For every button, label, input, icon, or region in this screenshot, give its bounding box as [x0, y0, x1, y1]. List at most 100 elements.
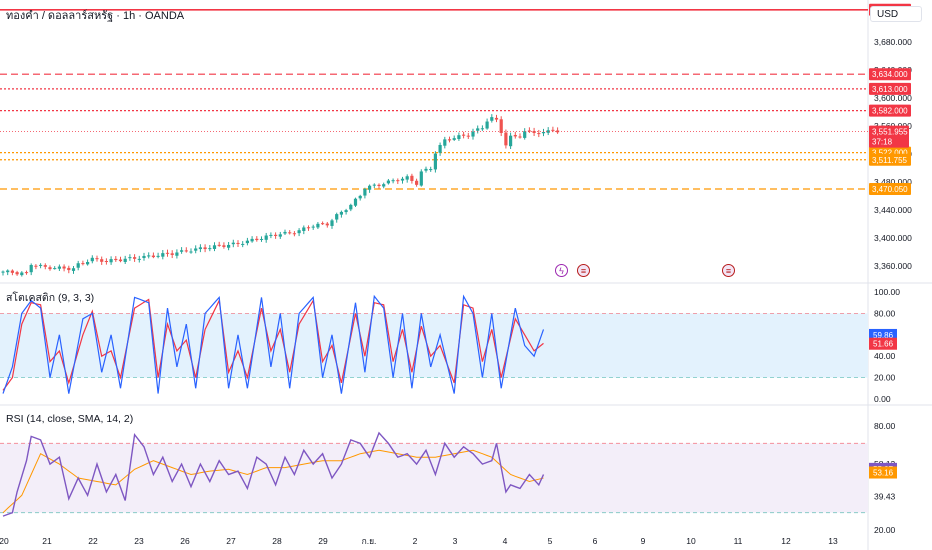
candle — [274, 234, 278, 236]
time-axis-label: 21 — [42, 536, 52, 546]
stoch-k-line — [2, 294, 545, 394]
level-tag-label: 3,582.000 — [872, 107, 908, 116]
candle — [335, 214, 339, 220]
candle — [269, 234, 273, 236]
rsi-label[interactable]: RSI (14, close, SMA, 14, 2) — [6, 413, 134, 425]
candle — [137, 258, 141, 260]
candle — [419, 171, 423, 186]
candle — [513, 135, 517, 137]
level-tag — [869, 82, 911, 95]
rsi-axis-tick: 39.43 — [874, 491, 896, 501]
current-price-label: 3,551.955 — [872, 128, 908, 137]
stoch-d-tag — [869, 337, 897, 350]
us-flag-icon[interactable]: ≡ — [722, 264, 735, 277]
candle — [321, 223, 325, 225]
us-flag-icon[interactable]: ≡ — [577, 264, 590, 277]
candle — [250, 238, 254, 242]
candle — [34, 265, 38, 267]
candle — [222, 245, 226, 247]
candle — [523, 131, 527, 138]
candle — [198, 247, 202, 250]
time-axis-label: 22 — [88, 536, 98, 546]
candle — [405, 176, 409, 180]
time-axis-label: 26 — [180, 536, 190, 546]
stoch-k-value: 59.86 — [873, 331, 894, 340]
candle — [391, 180, 395, 182]
candle — [490, 117, 494, 121]
candle — [114, 258, 118, 261]
level-tag-label: 3,522.000 — [872, 149, 908, 158]
candle — [43, 265, 47, 267]
candle — [551, 129, 555, 131]
rsi-axis-tick: 80.00 — [874, 421, 896, 431]
candle — [109, 259, 113, 263]
candle — [255, 238, 259, 241]
price-axis-tick: 3,480.000 — [874, 177, 912, 187]
stoch-band — [0, 313, 868, 378]
candle — [151, 255, 155, 258]
stoch-axis-tick: 100.00 — [874, 287, 900, 297]
candle — [457, 135, 461, 139]
candle — [128, 257, 132, 259]
candle — [95, 258, 99, 260]
candle — [527, 130, 531, 132]
candle — [344, 210, 348, 213]
candle — [283, 231, 287, 234]
time-axis-label: 3 — [453, 536, 458, 546]
candle — [212, 245, 217, 249]
rsi-ma-value: 53.16 — [873, 469, 894, 478]
candle — [184, 250, 188, 252]
flash-icon[interactable]: ϟ — [555, 264, 568, 277]
price-axis-tick: 3,360.000 — [874, 261, 912, 271]
candle — [306, 227, 311, 229]
time-axis-label: 6 — [593, 536, 598, 546]
stoch-axis-tick: 0.00 — [874, 394, 891, 404]
time-axis-label: 9 — [641, 536, 646, 546]
candle — [15, 272, 19, 275]
candle — [504, 132, 508, 146]
candle — [424, 168, 428, 171]
candle — [264, 235, 268, 240]
candle — [447, 139, 452, 141]
price-axis-tick: 3,440.000 — [874, 205, 912, 215]
stoch-axis-tick: 80.00 — [874, 308, 896, 318]
level-tag — [869, 182, 911, 195]
candle — [203, 247, 207, 250]
candle — [189, 251, 193, 253]
currency-selector[interactable]: USD — [870, 6, 922, 22]
time-axis-label: 29 — [318, 536, 328, 546]
candle — [353, 198, 358, 206]
symbol-title[interactable]: ทองคำ / ดอลลาร์สหรัฐ · 1h · OANDA — [6, 10, 185, 22]
candle — [363, 188, 367, 196]
time-axis-label: 28 — [272, 536, 282, 546]
candle — [227, 244, 231, 248]
candle — [349, 204, 353, 210]
candle — [53, 268, 57, 270]
level-tag — [869, 68, 911, 81]
time-axis-label: 20 — [0, 536, 9, 546]
time-axis-label: 27 — [226, 536, 236, 546]
time-axis-label: 4 — [503, 536, 508, 546]
candle — [415, 180, 419, 185]
rsi-ma-line — [2, 449, 544, 514]
candle — [541, 131, 546, 134]
candle — [509, 135, 513, 147]
candle — [382, 184, 386, 187]
candle — [39, 264, 43, 266]
candle — [476, 128, 480, 131]
candle — [410, 175, 414, 181]
candle — [485, 121, 489, 129]
candle — [386, 180, 390, 184]
level-tag-label: 3,511.755 — [872, 156, 908, 165]
stochastic-label[interactable]: สโตเคสติก (9, 3, 3) — [6, 292, 95, 304]
candle — [170, 253, 174, 255]
candle — [316, 223, 320, 228]
candle — [194, 248, 198, 251]
candle — [180, 250, 184, 252]
candle — [278, 234, 282, 237]
level-tag — [869, 153, 911, 166]
candle — [20, 272, 24, 276]
current-price-tag — [869, 125, 909, 148]
candle — [104, 261, 108, 263]
